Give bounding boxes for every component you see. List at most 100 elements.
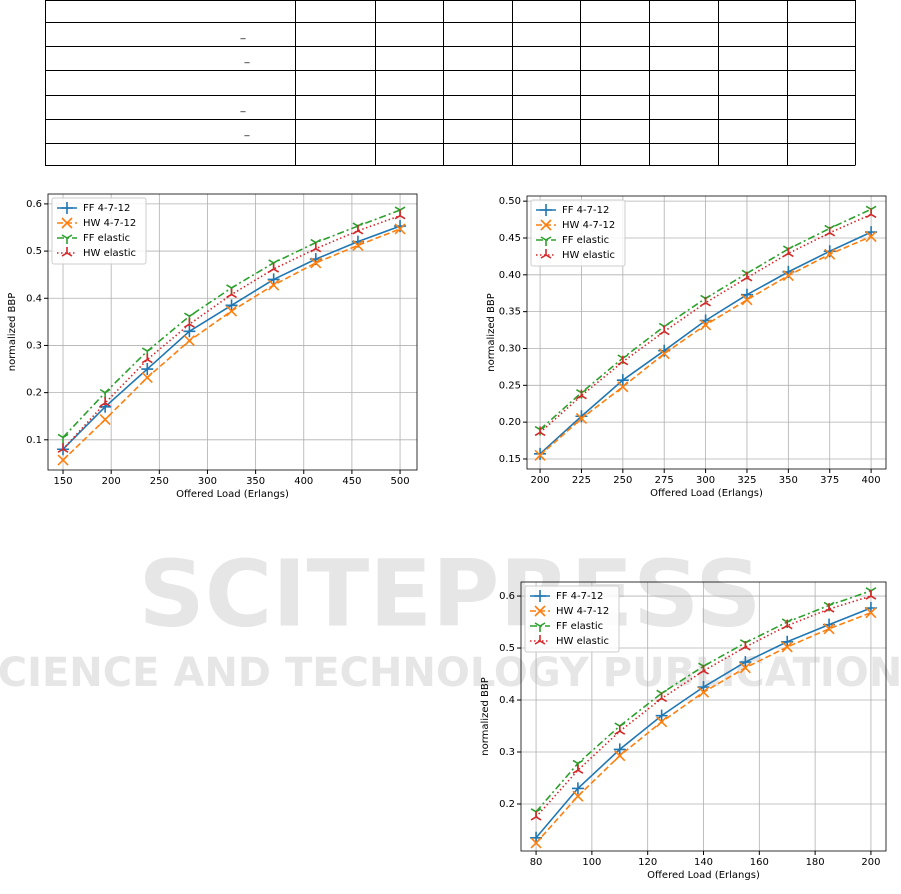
x-tick-label: 250 <box>613 475 632 486</box>
data-point <box>183 325 196 338</box>
x-tick-label: 150 <box>53 476 72 487</box>
x-axis-label: Offered Load (Erlangs) <box>650 488 763 499</box>
data-point <box>572 764 584 774</box>
series-line <box>535 590 872 813</box>
y-axis-label: normalized BBP <box>480 677 491 756</box>
x-axis-label: Offered Load (Erlangs) <box>647 870 760 881</box>
data-point <box>617 355 629 366</box>
data-point <box>310 257 322 269</box>
data-point <box>698 664 709 675</box>
y-tick-label: 0.6 <box>499 591 515 602</box>
data-point <box>739 656 752 669</box>
data-point <box>141 363 154 376</box>
watermark-subtitle: SCIENCE AND TECHNOLOGY PUBLICATIONS <box>0 650 901 696</box>
legend-label: FF 4-7-12 <box>556 591 603 602</box>
data-point <box>614 725 626 735</box>
data-point <box>655 709 668 722</box>
data-point <box>99 413 111 426</box>
legend-box <box>530 199 626 267</box>
table <box>45 0 856 166</box>
x-tick-label: 200 <box>861 857 880 868</box>
data-point <box>534 447 547 460</box>
legend-marker <box>534 622 546 632</box>
legend-marker <box>61 247 73 257</box>
data-point <box>57 454 69 466</box>
legend-marker <box>540 219 552 231</box>
legend-box <box>524 585 620 653</box>
data-point <box>57 433 69 444</box>
y-tick-label: 0.4 <box>499 695 515 706</box>
data-point <box>225 299 238 312</box>
table-mark: _ <box>240 102 247 113</box>
data-point <box>183 318 195 328</box>
series-line <box>539 213 872 434</box>
legend-label: HW 4-7-12 <box>562 220 615 231</box>
y-tick-label: 0.45 <box>499 233 521 244</box>
y-tick-label: 0.4 <box>26 293 42 304</box>
data-point <box>658 325 670 336</box>
series-line <box>535 595 872 818</box>
data-point <box>613 743 626 756</box>
x-tick-label: 400 <box>294 476 313 487</box>
data-point <box>226 288 237 299</box>
y-tick-label: 0.30 <box>499 343 521 354</box>
data-point <box>268 263 280 273</box>
data-point <box>781 641 793 653</box>
legend-box <box>51 197 147 265</box>
legend-label: HW elastic <box>562 250 615 261</box>
legend-label: FF elastic <box>556 621 603 632</box>
y-tick-label: 0.6 <box>26 199 42 210</box>
data-point <box>575 412 588 425</box>
legend-label: FF elastic <box>562 235 609 246</box>
y-tick-label: 0.40 <box>499 270 521 281</box>
data-point <box>576 389 587 400</box>
data-point <box>700 319 712 331</box>
data-point <box>740 288 753 301</box>
y-tick-label: 0.5 <box>499 643 515 654</box>
data-point <box>352 224 364 235</box>
data-point <box>741 271 753 282</box>
x-tick-label: 500 <box>391 476 410 487</box>
y-tick-label: 0.50 <box>499 196 521 207</box>
legend-marker <box>534 605 546 617</box>
x-tick-label: 350 <box>246 476 265 487</box>
x-tick-label: 225 <box>572 475 591 486</box>
data-point <box>823 603 835 613</box>
y-tick-label: 0.15 <box>499 454 521 465</box>
legend-label: FF 4-7-12 <box>562 205 609 216</box>
data-point <box>616 374 629 387</box>
x-tick-label: 300 <box>696 475 715 486</box>
table-mark: _ <box>240 29 247 40</box>
data-point <box>530 810 542 821</box>
x-tick-label: 300 <box>198 476 217 487</box>
data-point <box>267 273 280 286</box>
data-point <box>310 242 322 253</box>
table-mark: _ <box>244 53 251 64</box>
data-point <box>534 426 546 437</box>
y-tick-label: 0.20 <box>499 417 521 428</box>
data-point <box>394 209 406 220</box>
legend-label: HW 4-7-12 <box>556 606 609 617</box>
data-point <box>656 716 668 728</box>
plot-frame <box>47 193 418 471</box>
data-point <box>741 294 753 306</box>
data-point <box>824 248 836 260</box>
legend-label: HW 4-7-12 <box>83 218 136 229</box>
data-point <box>782 247 794 258</box>
x-tick-label: 375 <box>820 475 839 486</box>
series-line <box>62 214 401 450</box>
data-point <box>781 619 793 630</box>
x-tick-label: 120 <box>638 857 657 868</box>
data-point <box>352 239 364 251</box>
x-axis-label: Offered Load (Erlangs) <box>176 489 289 500</box>
y-axis-label: normalized BBP <box>7 293 18 372</box>
legend-label: HW elastic <box>83 248 136 259</box>
data-point <box>571 782 584 795</box>
y-tick-label: 0.2 <box>26 388 42 399</box>
data-point <box>99 397 111 407</box>
data-point <box>865 607 877 619</box>
data-point <box>394 223 406 235</box>
data-point <box>614 750 626 762</box>
y-tick-label: 0.3 <box>499 747 515 758</box>
data-point <box>697 686 710 698</box>
